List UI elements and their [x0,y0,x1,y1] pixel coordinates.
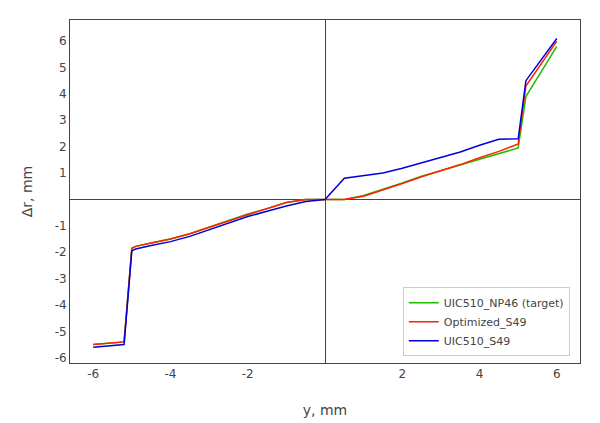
svg-text:2: 2 [398,367,406,381]
svg-text:-2: -2 [242,367,254,381]
svg-text:4: 4 [59,87,67,101]
svg-text:3: 3 [59,113,67,127]
svg-text:6: 6 [59,34,67,48]
svg-text:-5: -5 [55,325,67,339]
svg-text:6: 6 [553,367,561,381]
svg-text:-4: -4 [55,298,67,312]
svg-text:UIC510_S49: UIC510_S49 [444,335,510,348]
svg-text:4: 4 [476,367,484,381]
svg-text:-4: -4 [164,367,176,381]
svg-text:-3: -3 [55,272,67,286]
svg-text:y, mm: y, mm [303,402,347,418]
svg-text:1: 1 [59,166,67,180]
svg-text:-1: -1 [55,219,67,233]
svg-text:-6: -6 [87,367,99,381]
svg-text:UIC510_NP46 (target): UIC510_NP46 (target) [444,297,564,310]
svg-text:2: 2 [59,140,67,154]
svg-text:Δr, mm: Δr, mm [19,166,35,218]
svg-text:-2: -2 [55,245,67,259]
svg-text:5: 5 [59,61,67,75]
svg-text:Optimized_S49: Optimized_S49 [444,316,527,329]
svg-text:-6: -6 [55,351,67,365]
